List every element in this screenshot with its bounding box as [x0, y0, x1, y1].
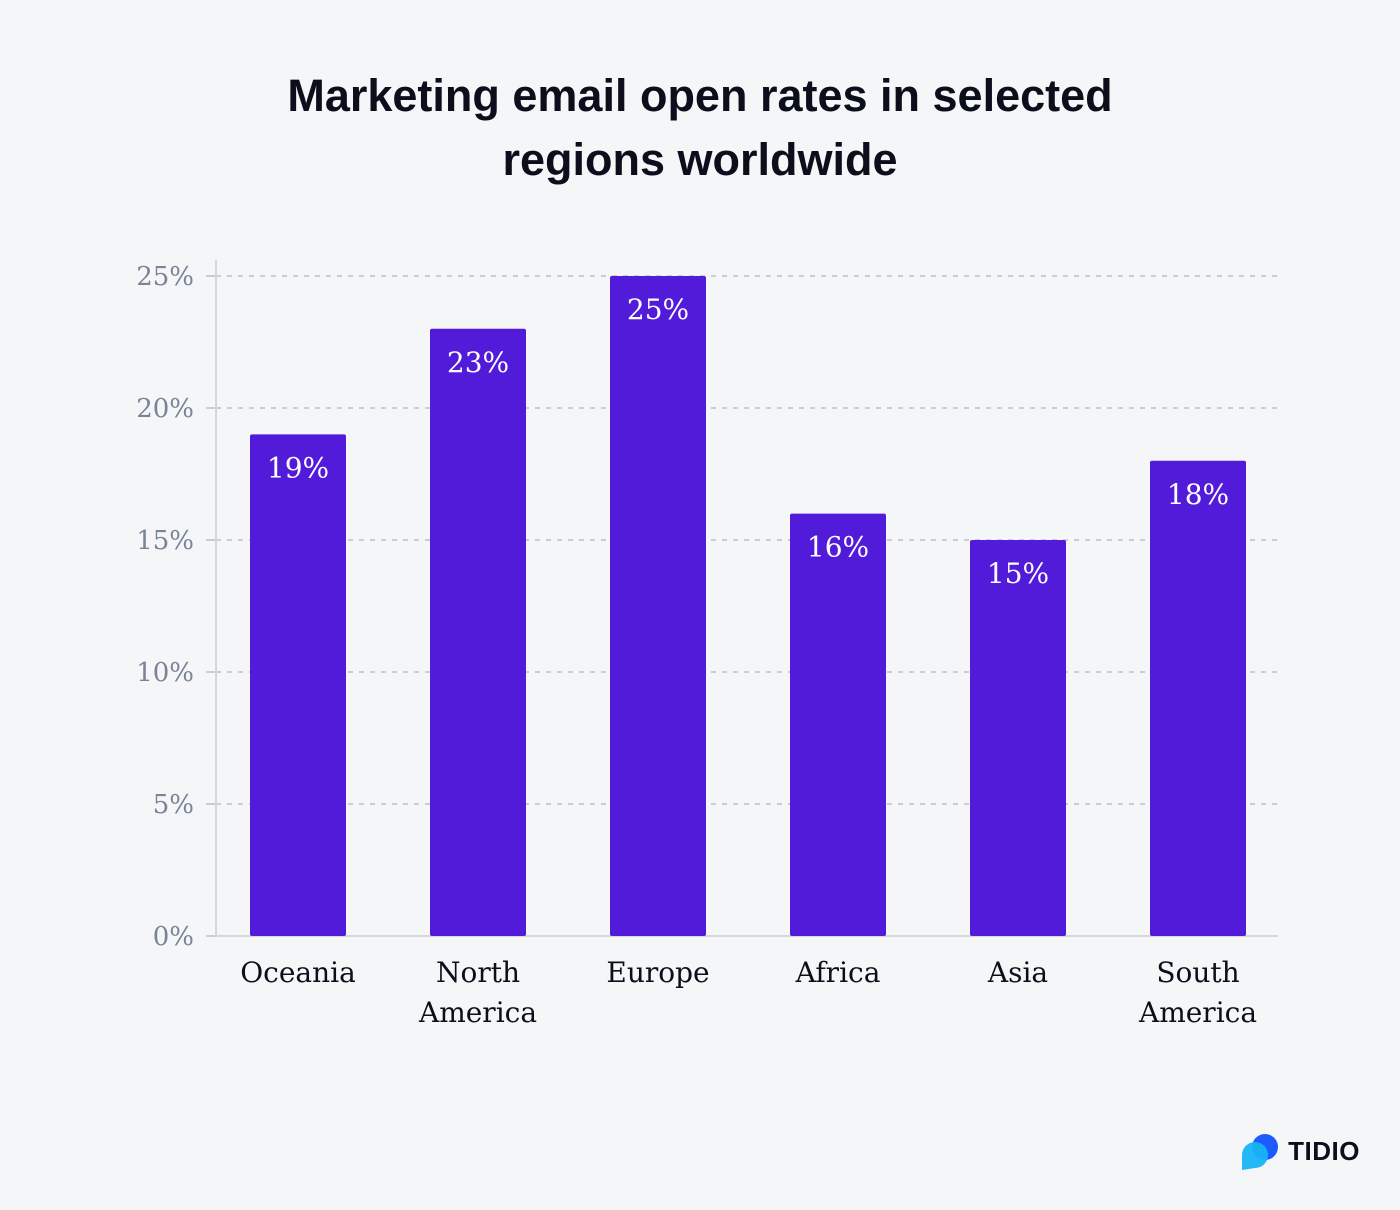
x-category-label: Oceania — [240, 956, 356, 989]
bar — [1150, 460, 1246, 936]
bar — [790, 513, 886, 936]
bar-data-label: 16% — [807, 531, 869, 564]
x-category-label: Africa — [795, 956, 881, 989]
x-category-label: North — [436, 956, 520, 989]
tidio-logo: TIDIO — [1240, 1132, 1360, 1170]
chart-title: Marketing email open rates in selected r… — [287, 70, 1113, 185]
y-tick-label: 20% — [136, 394, 194, 424]
bar-data-label: 15% — [987, 557, 1049, 590]
bar — [250, 434, 346, 936]
y-tick-label: 10% — [136, 658, 194, 688]
bar — [970, 540, 1066, 936]
y-tick-label: 15% — [136, 526, 194, 556]
x-category-label: America — [418, 996, 537, 1029]
bar — [610, 276, 706, 936]
x-category-label: South — [1156, 956, 1239, 989]
tidio-logo-icon — [1242, 1134, 1279, 1170]
tidio-logo-text: TIDIO — [1288, 1135, 1360, 1166]
y-tick-label: 0% — [153, 922, 194, 952]
bar-data-label: 23% — [447, 346, 509, 379]
y-tick-label: 25% — [136, 262, 194, 292]
x-category-label: America — [1138, 996, 1257, 1029]
bar-data-label: 18% — [1167, 478, 1229, 511]
x-category-label: Asia — [987, 956, 1048, 989]
y-tick-label: 5% — [153, 790, 194, 820]
bar — [430, 328, 526, 936]
x-category-label: Europe — [606, 956, 709, 989]
bar-data-label: 19% — [267, 451, 329, 484]
bar-data-label: 25% — [627, 293, 689, 326]
